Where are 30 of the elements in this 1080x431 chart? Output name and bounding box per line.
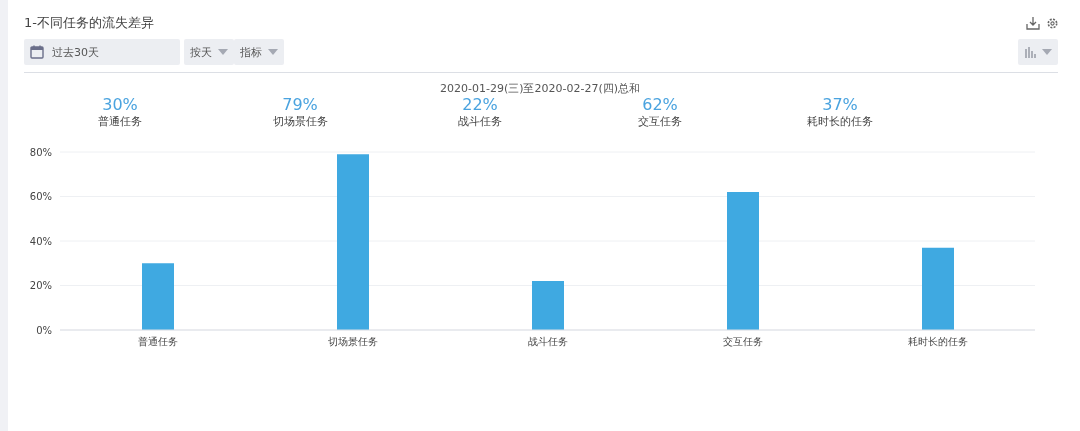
text: 按天 — [190, 44, 212, 60]
category-label: 战斗任务 — [458, 115, 502, 128]
bar — [142, 263, 174, 330]
data-label: 37% — [821, 95, 859, 114]
text: 过去30天 — [52, 44, 99, 60]
data-label: 62% — [641, 95, 679, 114]
x-tick-label: 切场景任务 — [327, 336, 378, 348]
y-tick-label: 20% — [29, 280, 52, 292]
category-label: 耗时长的任务 — [807, 115, 873, 128]
x-tick-label: 交互任务 — [722, 336, 763, 348]
data-label: 30% — [101, 95, 139, 114]
category-label: 交互任务 — [638, 115, 682, 128]
y-tick-label: 40% — [29, 235, 52, 247]
category-label: 切场景任务 — [272, 115, 328, 128]
text: 指标 — [240, 44, 262, 60]
y-tick-label: 80% — [29, 146, 52, 158]
data-label: 22% — [461, 95, 499, 114]
y-tick-label: 60% — [29, 191, 52, 203]
bar — [532, 281, 564, 330]
x-tick-label: 普通任务 — [137, 336, 178, 348]
bar — [922, 247, 954, 330]
category-label: 普通任务 — [98, 115, 142, 128]
bar — [337, 154, 369, 330]
x-tick-label: 战斗任务 — [527, 336, 568, 348]
bar — [727, 192, 759, 330]
chart-subtitle: 2020-01-29(三)至2020-02-27(四)总和 — [439, 81, 641, 96]
data-label: 79% — [281, 95, 319, 114]
chart-title: 1-不同任务的流失差异 — [24, 14, 154, 32]
y-tick-label: 0% — [36, 324, 52, 336]
x-tick-label: 耗时长的任务 — [907, 336, 968, 348]
